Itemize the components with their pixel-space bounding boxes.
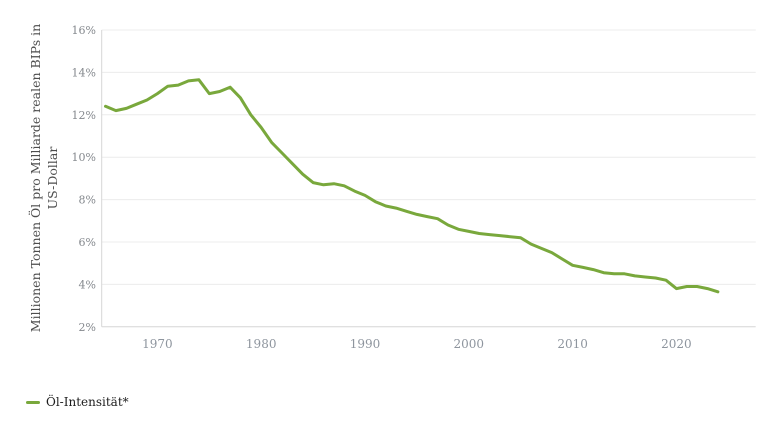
y-tick-label: 12% — [72, 109, 96, 122]
y-axis-title-line1: Millionen Tonnen Öl pro Milliarde realen… — [27, 24, 43, 332]
x-tick-label: 1980 — [246, 337, 277, 351]
x-axis-tick-labels: 1970 1980 1990 2000 2010 2020 — [142, 337, 692, 351]
y-tick-label: 10% — [72, 151, 96, 164]
gridlines — [101, 29, 756, 328]
y-tick-label: 2% — [79, 321, 96, 334]
x-tick-label: 2000 — [454, 337, 485, 351]
y-axis-tick-labels: 16% 14% 12% 10% 8% 6% 4% 2% — [72, 24, 96, 334]
legend-label: Öl-Intensität* — [46, 395, 129, 409]
legend-line-marker — [26, 400, 40, 404]
y-tick-label: 4% — [79, 278, 96, 291]
y-tick-label: 14% — [72, 66, 96, 79]
y-tick-label: 8% — [79, 194, 96, 207]
x-tick-label: 1970 — [142, 337, 173, 351]
x-tick-label: 2020 — [661, 337, 692, 351]
y-tick-label: 16% — [72, 24, 96, 37]
legend: Öl-Intensität* — [26, 395, 129, 409]
y-axis-title-line2: US-Dollar — [45, 147, 60, 210]
x-tick-label: 1990 — [350, 337, 381, 351]
oil-intensity-line — [104, 78, 720, 294]
x-tick-label: 2010 — [557, 337, 588, 351]
y-tick-label: 6% — [79, 236, 96, 249]
